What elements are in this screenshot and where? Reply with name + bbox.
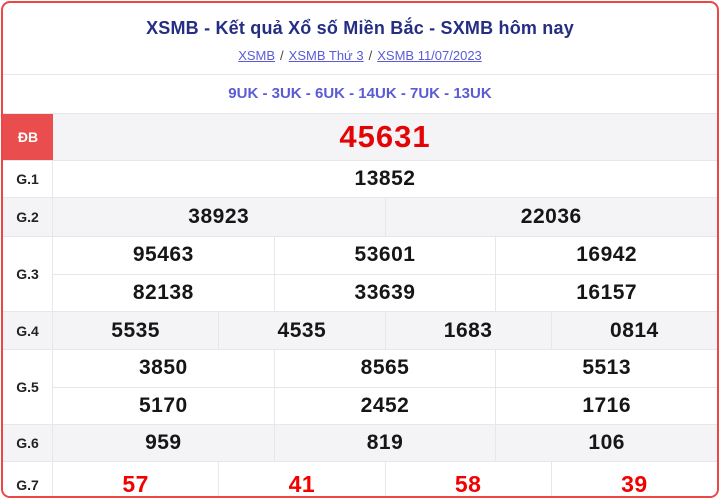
- special-prize-number: 45631: [339, 119, 431, 154]
- prize-number: 106: [495, 425, 717, 461]
- prize-number: 8565: [273, 350, 496, 387]
- prize-label-g1: G.1: [3, 161, 53, 197]
- prize-number: 819: [273, 425, 496, 461]
- prize-number: 82138: [132, 280, 194, 304]
- prize-number: 16157: [495, 274, 717, 311]
- breadcrumb: XSMB / XSMB Thứ 3 / XSMB 11/07/2023: [3, 48, 717, 63]
- prize-row-g7: G.7 57 41 58 39: [3, 461, 717, 497]
- prize-number: 5535: [111, 318, 160, 342]
- prize-number: 57: [122, 471, 149, 497]
- prize-number: 959: [145, 431, 182, 454]
- breadcrumb-link-xsmb-thu3[interactable]: XSMB Thứ 3: [288, 48, 364, 63]
- prize-label-g3: G.3: [3, 237, 53, 311]
- prize-label-db: ĐB: [3, 114, 53, 160]
- prize-label-g2: G.2: [3, 198, 53, 236]
- prize-number: 5170: [138, 393, 188, 417]
- prize-number: 1716: [495, 387, 717, 424]
- prize-number: 4535: [218, 312, 384, 349]
- prize-number: 58: [384, 462, 551, 496]
- prize-row-g3: G.3 95463 53601 16942 82138 33639 16157: [3, 236, 717, 311]
- prize-number: 38923: [188, 205, 250, 228]
- prize-number: 33639: [273, 274, 496, 311]
- prize-label-g5: G.5: [3, 350, 53, 424]
- breadcrumb-link-xsmb-date[interactable]: XSMB 11/07/2023: [377, 48, 482, 63]
- results-table: ĐB 45631 G.1 13852 G.2 38923 22036: [3, 113, 717, 497]
- prize-number: 3850: [138, 356, 188, 380]
- prize-label-g6: G.6: [3, 425, 53, 461]
- prize-number: 95463: [132, 243, 194, 267]
- prize-row-g6: G.6 959 819 106: [3, 424, 717, 461]
- prize-number: 41: [218, 462, 384, 496]
- prize-number: 5513: [495, 350, 717, 387]
- prize-row-special: ĐB 45631: [3, 113, 717, 160]
- uk-stats-line: 9UK - 3UK - 6UK - 14UK - 7UK - 13UK: [228, 85, 492, 102]
- breadcrumb-separator: /: [368, 48, 373, 63]
- prize-number: 0814: [550, 312, 717, 349]
- prize-number: 2452: [273, 387, 496, 424]
- breadcrumb-link-xsmb[interactable]: XSMB: [238, 48, 276, 63]
- prize-number: 13852: [354, 167, 416, 190]
- prize-number: 53601: [273, 237, 496, 274]
- prize-row-g5: G.5 3850 8565 5513 5170 2452 1716: [3, 349, 717, 424]
- prize-number: 16942: [495, 237, 717, 274]
- prize-row-g4: G.4 5535 4535 1683 0814: [3, 311, 717, 349]
- page-title: XSMB - Kết quả Xổ số Miền Bắc - SXMB hôm…: [146, 18, 574, 38]
- prize-row-g2: G.2 38923 22036: [3, 197, 717, 236]
- breadcrumb-separator: /: [280, 48, 284, 63]
- prize-row-g1: G.1 13852: [3, 160, 717, 197]
- prize-label-g7: G.7: [3, 462, 53, 496]
- prize-number: 1683: [384, 312, 551, 349]
- header-divider: [3, 74, 717, 75]
- prize-number: 22036: [384, 198, 718, 236]
- prize-label-g4: G.4: [3, 312, 53, 349]
- prize-number: 39: [550, 462, 717, 496]
